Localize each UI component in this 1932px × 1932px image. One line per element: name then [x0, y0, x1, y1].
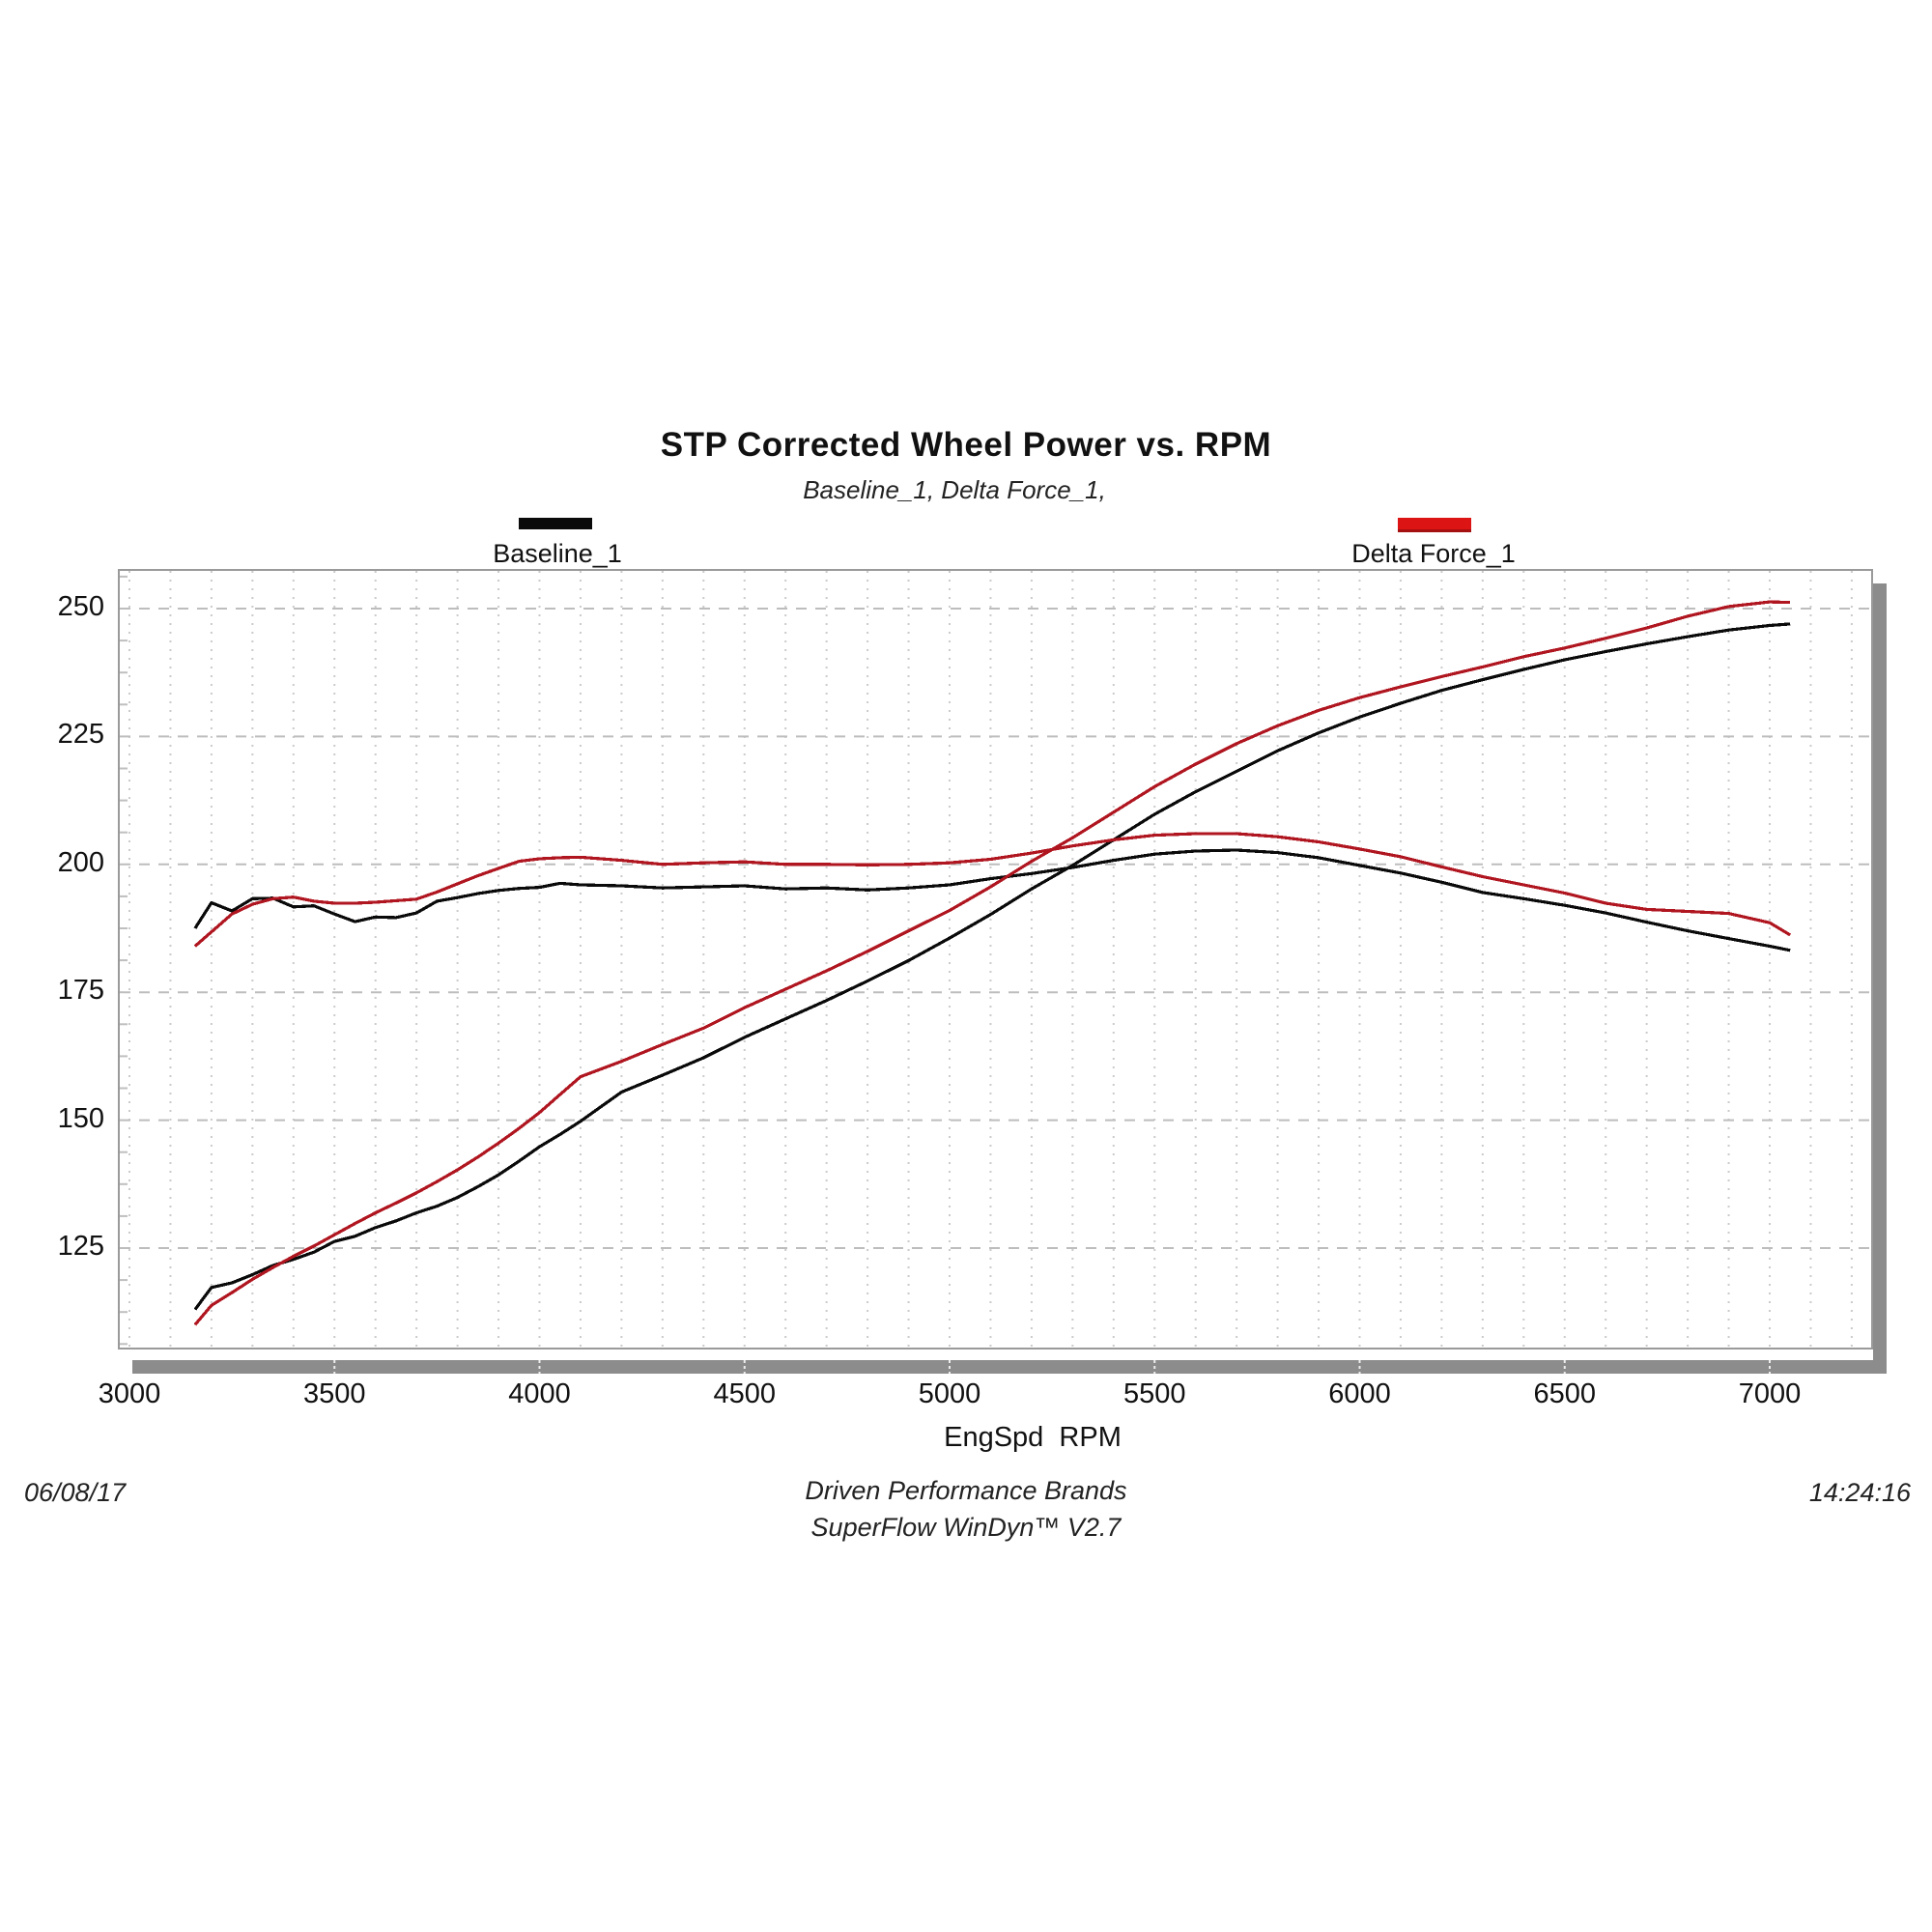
x-tick-label: 3000	[98, 1378, 161, 1409]
x-tick-label: 4000	[508, 1378, 571, 1409]
curve-delta-force-1-torque	[193, 832, 1792, 948]
x-tick-label: 7000	[1738, 1378, 1802, 1409]
y-tick-label: 250	[57, 591, 104, 622]
y-tick-label: 125	[57, 1231, 104, 1262]
y-tick-label: 175	[57, 975, 104, 1007]
legend-swatch-baseline	[519, 518, 592, 529]
y-tick-label: 150	[57, 1102, 104, 1134]
x-tick-label: 6500	[1533, 1378, 1596, 1409]
x-tick-label: 6000	[1328, 1378, 1391, 1409]
plot-border	[118, 569, 1873, 1350]
plot-shadow-right	[1873, 583, 1887, 1374]
chart-title: STP Corrected Wheel Power vs. RPM	[660, 426, 1272, 464]
y-tick-label: 225	[57, 719, 104, 751]
footer-brand-line: Driven Performance Brands	[805, 1476, 1127, 1505]
footer-software-line: SuperFlow WinDyn™ V2.7	[810, 1513, 1122, 1542]
legend-label-delta-force: Delta Force_1	[1351, 539, 1516, 568]
x-tick-label: 5000	[918, 1378, 981, 1409]
time-stamp: 14:24:16	[1808, 1478, 1911, 1507]
x-tick-label: 4500	[713, 1378, 776, 1409]
x-tick-label: 3500	[302, 1378, 366, 1409]
curve-baseline-1-power	[193, 622, 1791, 1311]
legend-swatch-delta-force	[1398, 518, 1471, 532]
y-tick-label: 200	[57, 846, 104, 878]
curve-baseline-1-torque	[193, 848, 1791, 952]
x-axis-title: EngSpd RPM	[944, 1422, 1122, 1453]
curve-delta-force-1-power	[193, 600, 1791, 1326]
date-stamp: 06/08/17	[24, 1478, 127, 1507]
x-tick-label: 5500	[1122, 1378, 1186, 1409]
chart-subtitle: Baseline_1, Delta Force_1,	[803, 475, 1106, 504]
plot-shadow-bottom	[132, 1360, 1887, 1374]
legend-label-baseline: Baseline_1	[493, 539, 622, 568]
